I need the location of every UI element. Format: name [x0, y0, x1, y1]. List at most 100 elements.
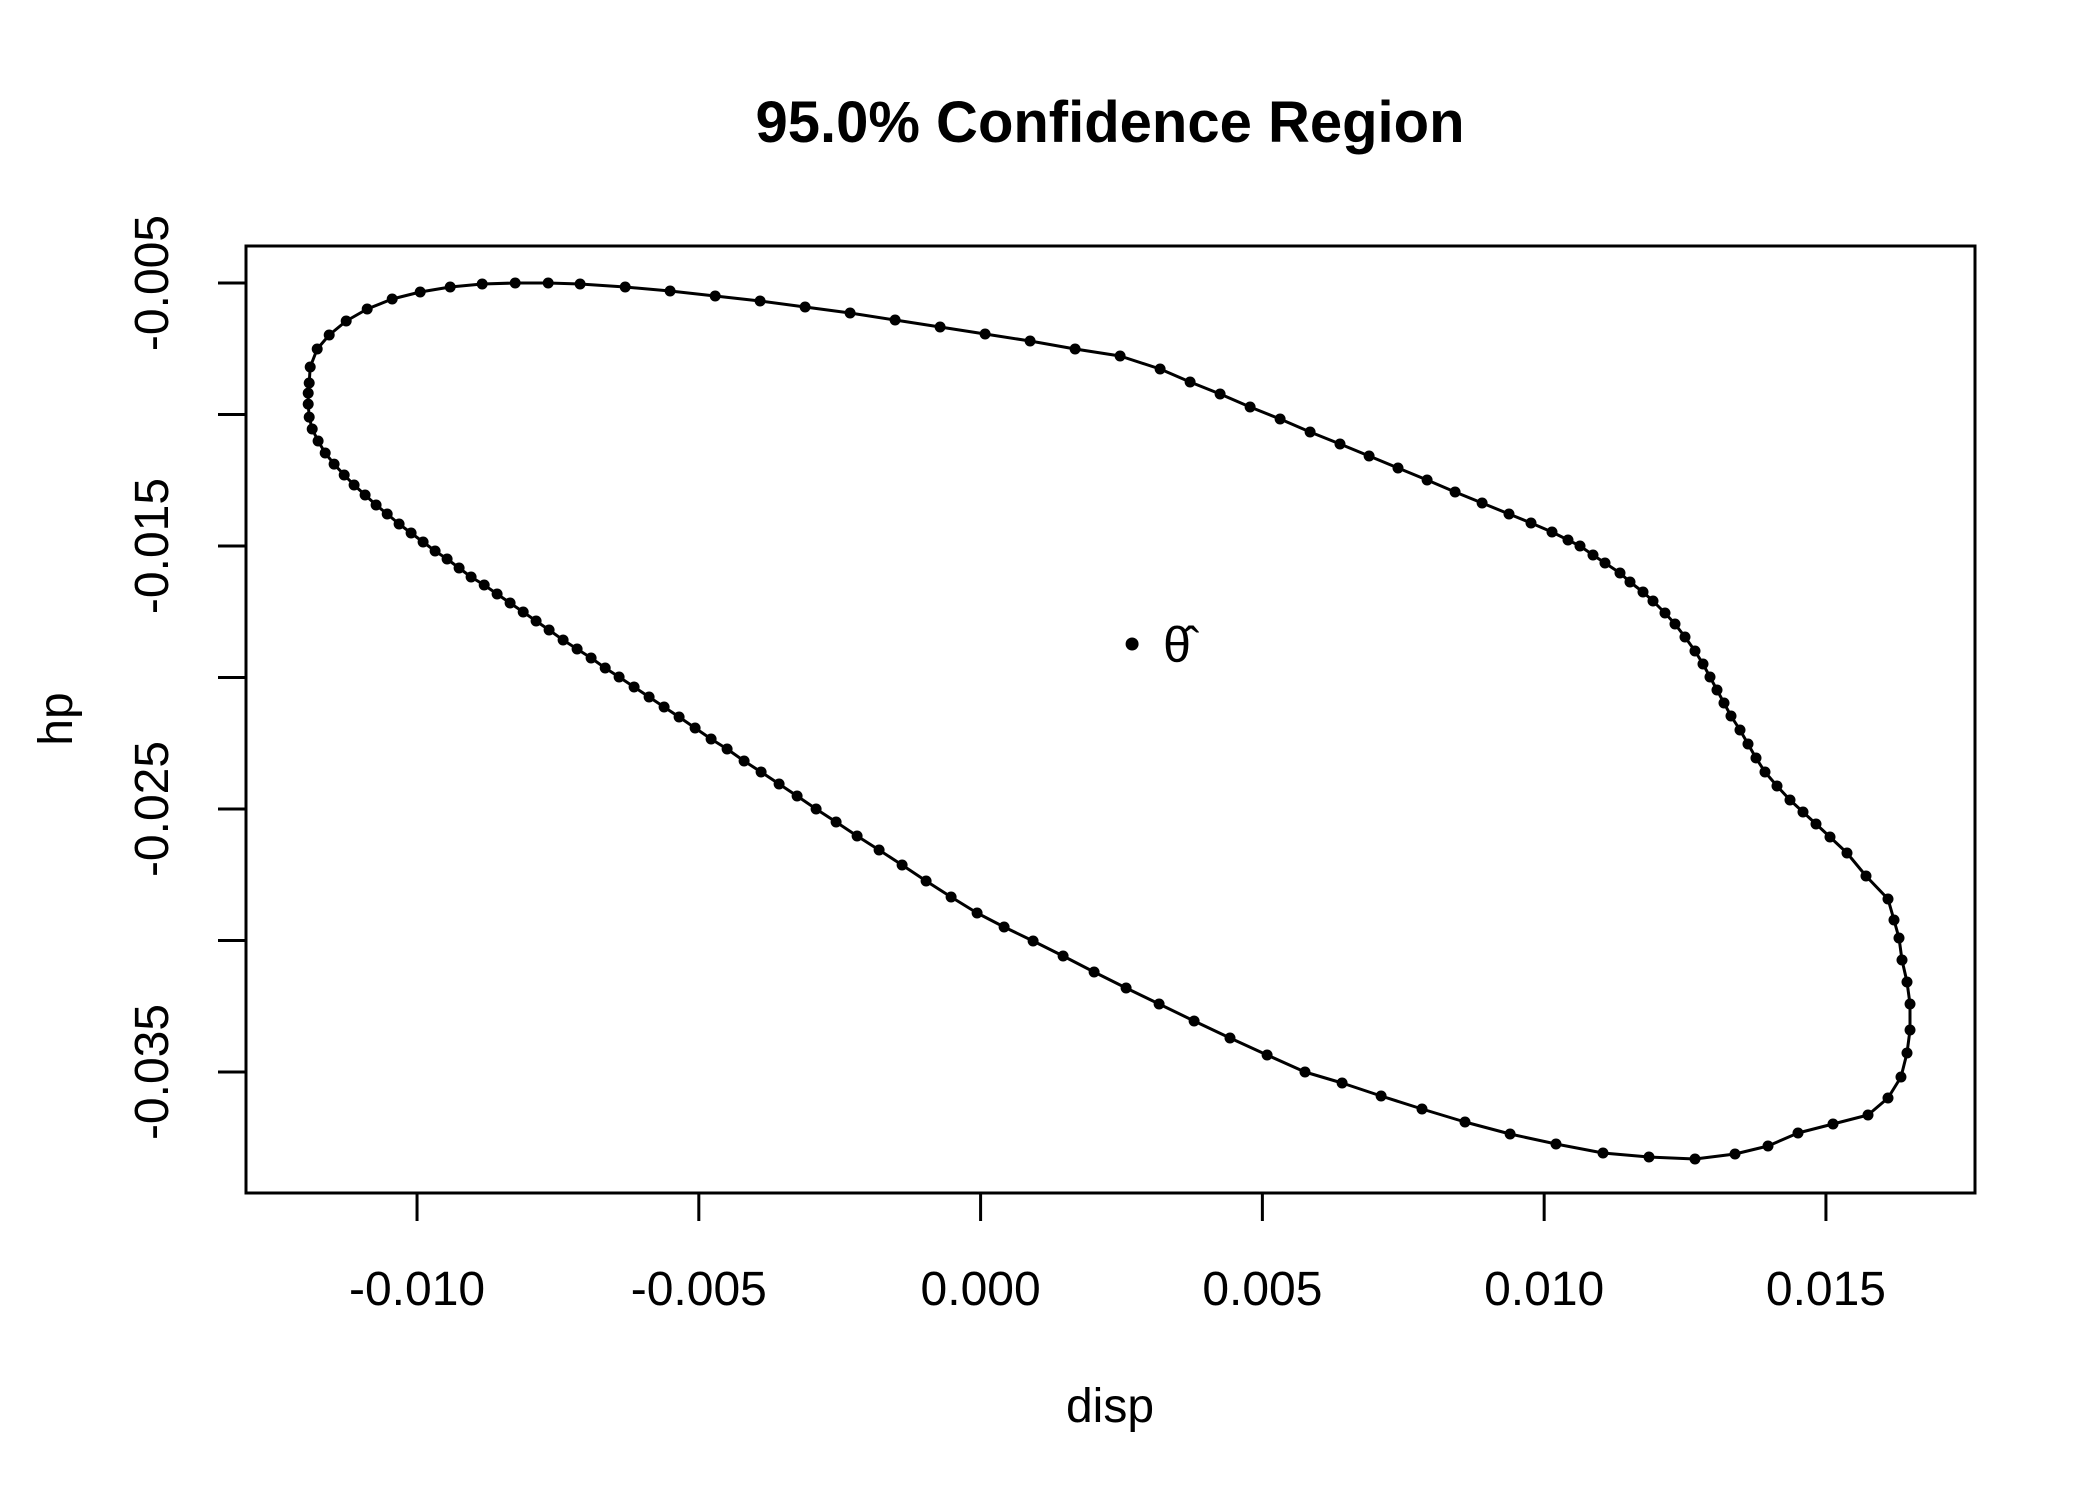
region-boundary-point	[417, 536, 429, 548]
region-boundary-point	[1476, 497, 1488, 509]
region-boundary-point	[465, 571, 477, 583]
region-boundary-point	[1862, 1109, 1874, 1121]
region-boundary-point	[934, 321, 946, 333]
region-boundary-point	[1153, 998, 1165, 1010]
region-boundary-point	[1797, 806, 1809, 818]
region-boundary-point	[1261, 1049, 1273, 1061]
region-boundary-point	[920, 875, 932, 887]
region-boundary-point	[1824, 831, 1836, 843]
x-tick-label: -0.005	[631, 1263, 767, 1316]
region-boundary-point	[1154, 363, 1166, 375]
region-boundary-point	[1810, 818, 1822, 830]
region-boundary-point	[1375, 1090, 1387, 1102]
region-boundary-point	[873, 844, 885, 856]
region-boundary-point	[721, 743, 733, 755]
region-boundary-point	[476, 278, 488, 290]
region-boundary-point	[1827, 1118, 1839, 1130]
region-boundary-point	[1901, 1047, 1913, 1059]
region-boundary-point	[1114, 350, 1126, 362]
region-boundary-point	[945, 891, 957, 903]
region-boundary-point	[574, 278, 586, 290]
region-boundary-point	[542, 277, 554, 289]
region-boundary-point	[441, 553, 453, 565]
region-boundary-point	[799, 301, 811, 313]
region-boundary-point	[628, 681, 640, 693]
region-boundary-point	[1689, 645, 1701, 657]
region-boundary-point	[1742, 738, 1754, 750]
region-boundary-point	[348, 479, 360, 491]
region-boundary-point	[998, 921, 1010, 933]
region-boundary-point	[306, 423, 318, 435]
region-boundary-point	[851, 830, 863, 842]
region-boundary-point	[1224, 1032, 1236, 1044]
region-boundary-point	[304, 361, 316, 373]
region-boundary-point	[896, 859, 908, 871]
region-boundary-point	[810, 803, 822, 815]
x-tick-label: 0.010	[1484, 1263, 1604, 1316]
region-boundary-point	[302, 387, 314, 399]
region-boundary-point	[1587, 549, 1599, 561]
region-boundary-point	[1027, 935, 1039, 947]
region-boundary-point	[1449, 486, 1461, 498]
x-tick-label: 0.005	[1202, 1263, 1322, 1316]
region-boundary-point	[1525, 517, 1537, 529]
region-boundary-point	[370, 499, 382, 511]
region-boundary-point	[791, 790, 803, 802]
region-boundary-point	[1546, 526, 1558, 538]
region-boundary-point	[319, 447, 331, 459]
region-boundary-point	[773, 778, 785, 790]
region-boundary-point	[302, 398, 314, 410]
region-boundary-point	[1689, 1153, 1701, 1165]
region-boundary-point	[1562, 534, 1574, 546]
region-boundary-point	[557, 634, 569, 646]
estimate-point	[1125, 637, 1139, 651]
confidence-region-outline	[306, 281, 1912, 1161]
region-boundary-point	[1669, 618, 1681, 630]
region-boundary-point	[1188, 1015, 1200, 1027]
region-boundary-point	[1244, 401, 1256, 413]
region-boundary-point	[1120, 982, 1132, 994]
region-boundary-point	[1299, 1066, 1311, 1078]
y-tick-label: -0.015	[126, 478, 179, 614]
region-boundary-point	[1214, 388, 1226, 400]
region-boundary-point	[643, 691, 655, 703]
region-boundary-point	[328, 458, 340, 470]
region-boundary-point	[340, 315, 352, 327]
region-boundary-point	[386, 293, 398, 305]
region-boundary-point	[381, 508, 393, 520]
region-boundary-point	[1599, 557, 1611, 569]
region-boundary-point	[543, 624, 555, 636]
region-boundary-point	[1697, 658, 1709, 670]
region-boundary-point	[1704, 671, 1716, 683]
region-boundary-point	[673, 711, 685, 723]
region-boundary-point	[444, 281, 456, 293]
region-boundary-point	[1024, 335, 1036, 347]
region-boundary-point	[613, 671, 625, 683]
x-axis-ticks: -0.010 -0.005 0.000 0.005 0.010 0.015	[349, 1193, 1886, 1316]
region-boundary-point	[1659, 607, 1671, 619]
region-boundary-point	[1550, 1138, 1562, 1150]
region-boundary-point	[453, 562, 465, 574]
region-boundary-point	[1574, 540, 1586, 552]
region-boundary-point	[889, 314, 901, 326]
confidence-region-points	[302, 277, 1916, 1165]
region-boundary-point	[311, 343, 323, 355]
region-boundary-point	[1860, 870, 1872, 882]
region-boundary-point	[1392, 462, 1404, 474]
x-tick-label: 0.000	[921, 1263, 1041, 1316]
region-boundary-point	[509, 277, 521, 289]
x-tick-label: 0.015	[1766, 1263, 1886, 1316]
region-boundary-point	[1750, 752, 1762, 764]
region-boundary-point	[1184, 376, 1196, 388]
y-axis-ticks: -0.005 -0.015 -0.025 -0.035	[126, 215, 246, 1140]
region-boundary-point	[1896, 954, 1908, 966]
region-boundary-point	[359, 489, 371, 501]
region-boundary-point	[429, 545, 441, 557]
region-boundary-point	[1882, 893, 1894, 905]
region-boundary-point	[1624, 576, 1636, 588]
region-boundary-point	[1718, 697, 1730, 709]
region-boundary-point	[1421, 474, 1433, 486]
region-boundary-point	[1895, 1071, 1907, 1083]
region-boundary-point	[1304, 426, 1316, 438]
